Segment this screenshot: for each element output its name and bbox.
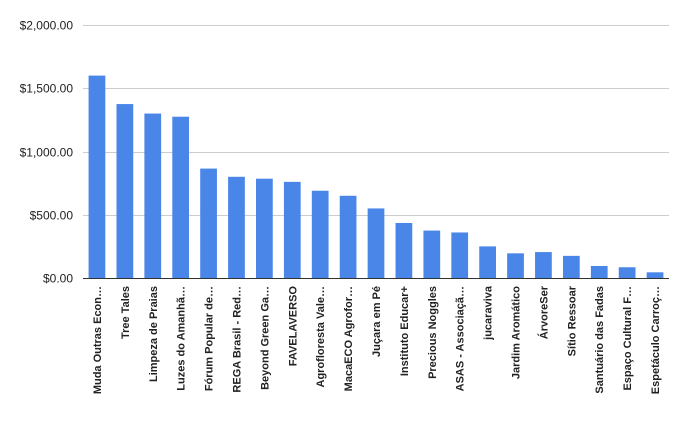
- bar: [423, 230, 441, 278]
- x-tick-label: Beyond Green Ga…: [259, 286, 271, 390]
- x-tick-label: Espaço Cultural F…: [622, 286, 634, 391]
- bar: [283, 181, 301, 278]
- x-tick-label: Juçara em Pé: [371, 286, 383, 357]
- bar: [311, 190, 329, 278]
- x-tick-label: REGA Brasil - Red…: [231, 286, 243, 393]
- y-tick-label: $0.00: [43, 272, 73, 286]
- x-tick-label: Jardim Aromático: [511, 286, 523, 379]
- bar: [507, 253, 524, 278]
- x-tick-label: FAVELAVERSO: [287, 286, 299, 367]
- bar: [228, 176, 245, 278]
- bar: [172, 116, 190, 279]
- x-tick-label: Muda Outras Econ…: [92, 286, 104, 394]
- bar: [646, 272, 664, 278]
- bar: [535, 252, 552, 278]
- x-tick-label: Precious Noggles: [427, 286, 439, 379]
- x-tick-label: Sítio Ressoar: [566, 285, 578, 356]
- bar: [256, 178, 273, 278]
- y-tick-label: $1,000.00: [20, 146, 74, 160]
- x-tick-label: Agrofloresta Vale…: [315, 286, 327, 387]
- bar: [367, 208, 385, 278]
- bar: [339, 195, 357, 278]
- x-axis-ticks: Muda Outras Econ… Tree Tales Limpeza de Pr…: [92, 285, 662, 394]
- bar: [200, 168, 217, 278]
- bar: [562, 255, 580, 278]
- x-tick-label: Instituto Educar+: [399, 286, 411, 376]
- x-tick-label: ASAS - Associaçã…: [455, 286, 467, 391]
- x-tick-label: Santuário das Fadas: [594, 286, 606, 394]
- x-tick-label: MacaECO Agrofor…: [343, 286, 355, 391]
- bar: [144, 113, 162, 278]
- y-axis-ticks: $0.00 $500.00 $1,000.00 $1,500.00 $2,000.00: [20, 19, 74, 286]
- bar: [451, 232, 469, 278]
- x-tick-label: Tree Tales: [120, 286, 132, 339]
- y-tick-label: $1,500.00: [20, 82, 74, 96]
- bar: [88, 75, 106, 278]
- x-tick-label: Espetáculo Carroç…: [650, 286, 662, 394]
- x-tick-label: Fórum Popular de…: [204, 286, 216, 391]
- bar: [479, 246, 496, 279]
- y-tick-label: $2,000.00: [20, 19, 74, 33]
- bars: [88, 75, 664, 279]
- bar: [618, 267, 636, 278]
- bar: [116, 104, 134, 278]
- x-tick-label: Luzes do Amanhã…: [176, 286, 188, 391]
- x-tick-label: jucaraviva: [483, 285, 495, 341]
- bar: [395, 222, 413, 278]
- y-tick-label: $500.00: [30, 209, 74, 223]
- bar: [590, 265, 608, 278]
- x-tick-label: ÁrvoreSer: [537, 285, 550, 339]
- x-tick-label: Limpeza de Praias: [148, 286, 160, 382]
